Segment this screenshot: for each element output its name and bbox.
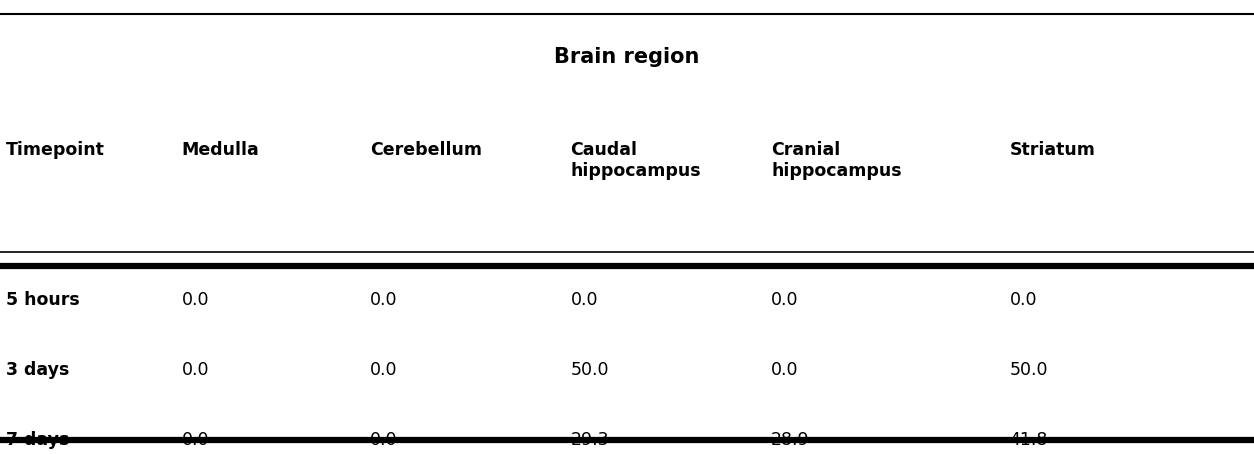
- Text: 5 hours: 5 hours: [6, 291, 80, 309]
- Text: 50.0: 50.0: [571, 361, 609, 379]
- Text: 0.0: 0.0: [370, 431, 398, 449]
- Text: 28.9: 28.9: [771, 431, 810, 449]
- Text: Brain region: Brain region: [554, 47, 700, 67]
- Text: 50.0: 50.0: [1009, 361, 1048, 379]
- Text: 7 days: 7 days: [6, 431, 70, 449]
- Text: 0.0: 0.0: [182, 361, 209, 379]
- Text: 3 days: 3 days: [6, 361, 70, 379]
- Text: Medulla: Medulla: [182, 141, 260, 159]
- Text: 0.0: 0.0: [771, 361, 799, 379]
- Text: Cranial
hippocampus: Cranial hippocampus: [771, 141, 902, 179]
- Text: Striatum: Striatum: [1009, 141, 1095, 159]
- Text: 0.0: 0.0: [370, 291, 398, 309]
- Text: 0.0: 0.0: [571, 291, 598, 309]
- Text: 0.0: 0.0: [182, 431, 209, 449]
- Text: 41.8: 41.8: [1009, 431, 1048, 449]
- Text: 0.0: 0.0: [370, 361, 398, 379]
- Text: 0.0: 0.0: [771, 291, 799, 309]
- Text: 0.0: 0.0: [1009, 291, 1037, 309]
- Text: Caudal
hippocampus: Caudal hippocampus: [571, 141, 701, 179]
- Text: 29.3: 29.3: [571, 431, 609, 449]
- Text: Timepoint: Timepoint: [6, 141, 105, 159]
- Text: 0.0: 0.0: [182, 291, 209, 309]
- Text: Cerebellum: Cerebellum: [370, 141, 482, 159]
